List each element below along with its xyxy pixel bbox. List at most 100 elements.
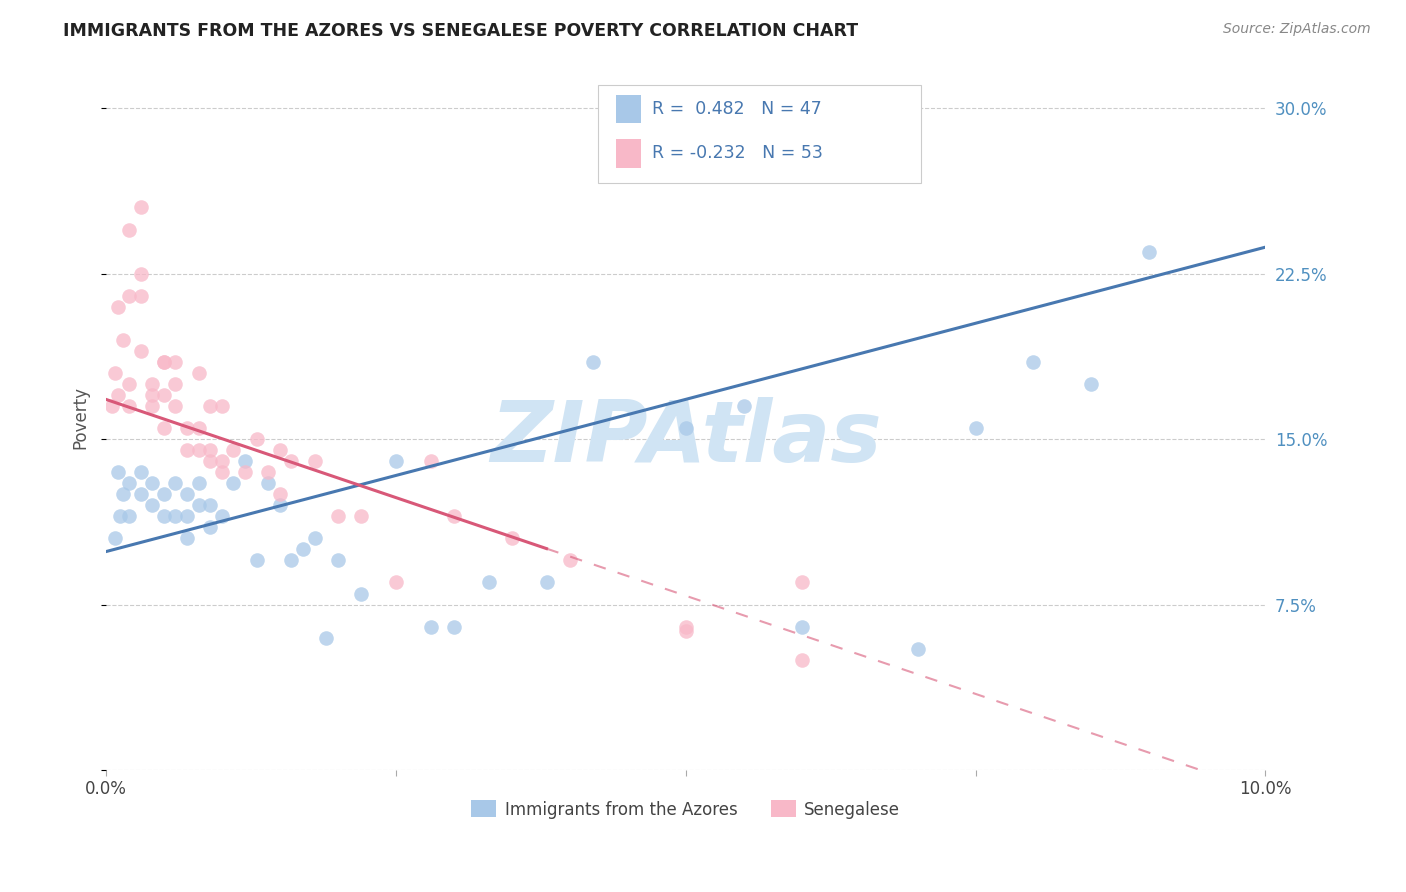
- Point: [141, 476, 163, 491]
- Y-axis label: Poverty: Poverty: [72, 385, 89, 449]
- Point: [675, 421, 697, 435]
- Point: [187, 498, 209, 512]
- Point: [1022, 355, 1045, 369]
- Point: [280, 553, 302, 567]
- Point: [112, 333, 135, 347]
- Point: [211, 454, 233, 468]
- Point: [558, 553, 581, 567]
- Point: [790, 653, 813, 667]
- Point: [176, 509, 198, 524]
- Point: [104, 532, 127, 546]
- Point: [907, 641, 929, 656]
- Point: [211, 399, 233, 413]
- Point: [129, 487, 152, 501]
- Point: [107, 388, 129, 402]
- Text: ZIPAtlas: ZIPAtlas: [489, 397, 882, 480]
- Point: [118, 288, 141, 302]
- Point: [153, 355, 176, 369]
- Point: [222, 476, 245, 491]
- Point: [675, 619, 697, 633]
- Point: [200, 498, 222, 512]
- Legend: Immigrants from the Azores, Senegalese: Immigrants from the Azores, Senegalese: [464, 794, 907, 825]
- Point: [141, 376, 163, 391]
- Point: [501, 532, 523, 546]
- Point: [292, 542, 315, 557]
- Point: [187, 421, 209, 435]
- Point: [315, 631, 337, 645]
- Point: [443, 619, 465, 633]
- Point: [141, 399, 163, 413]
- Point: [176, 487, 198, 501]
- Point: [153, 421, 176, 435]
- Point: [257, 476, 280, 491]
- Point: [280, 454, 302, 468]
- Text: Source: ZipAtlas.com: Source: ZipAtlas.com: [1223, 22, 1371, 37]
- Point: [187, 366, 209, 380]
- Point: [304, 454, 326, 468]
- Point: [165, 399, 187, 413]
- Point: [419, 454, 441, 468]
- Point: [176, 421, 198, 435]
- Point: [790, 619, 813, 633]
- Point: [233, 465, 256, 479]
- Text: IMMIGRANTS FROM THE AZORES VS SENEGALESE POVERTY CORRELATION CHART: IMMIGRANTS FROM THE AZORES VS SENEGALESE…: [63, 22, 859, 40]
- Point: [222, 443, 245, 458]
- Point: [100, 399, 122, 413]
- Point: [118, 222, 141, 236]
- Point: [108, 509, 131, 524]
- Text: R = -0.232   N = 53: R = -0.232 N = 53: [652, 145, 824, 162]
- Point: [176, 443, 198, 458]
- Point: [790, 575, 813, 590]
- Point: [350, 586, 373, 600]
- Point: [153, 487, 176, 501]
- Point: [129, 465, 152, 479]
- Point: [269, 498, 291, 512]
- Point: [233, 454, 256, 468]
- Point: [269, 443, 291, 458]
- Point: [187, 476, 209, 491]
- Point: [129, 201, 152, 215]
- Point: [200, 443, 222, 458]
- Point: [965, 421, 987, 435]
- Point: [246, 432, 269, 446]
- Point: [153, 355, 176, 369]
- Point: [187, 443, 209, 458]
- Point: [582, 355, 605, 369]
- Point: [118, 476, 141, 491]
- Point: [107, 465, 129, 479]
- Point: [141, 388, 163, 402]
- Point: [246, 553, 269, 567]
- Point: [536, 575, 558, 590]
- Point: [141, 498, 163, 512]
- Point: [165, 509, 187, 524]
- Point: [326, 509, 349, 524]
- Point: [107, 300, 129, 314]
- Point: [1139, 244, 1161, 259]
- Point: [118, 376, 141, 391]
- Point: [384, 575, 406, 590]
- Point: [326, 553, 349, 567]
- Point: [733, 399, 755, 413]
- Point: [211, 509, 233, 524]
- Point: [304, 532, 326, 546]
- Point: [165, 376, 187, 391]
- Point: [165, 355, 187, 369]
- Point: [200, 520, 222, 534]
- Point: [153, 509, 176, 524]
- Point: [200, 454, 222, 468]
- Point: [118, 509, 141, 524]
- Point: [129, 288, 152, 302]
- Point: [211, 465, 233, 479]
- Point: [257, 465, 280, 479]
- Point: [419, 619, 441, 633]
- Point: [477, 575, 499, 590]
- Text: R =  0.482   N = 47: R = 0.482 N = 47: [652, 100, 823, 118]
- Point: [104, 366, 127, 380]
- Point: [165, 476, 187, 491]
- Point: [1080, 376, 1102, 391]
- Point: [129, 267, 152, 281]
- Point: [118, 399, 141, 413]
- Point: [384, 454, 406, 468]
- Point: [153, 388, 176, 402]
- Point: [200, 399, 222, 413]
